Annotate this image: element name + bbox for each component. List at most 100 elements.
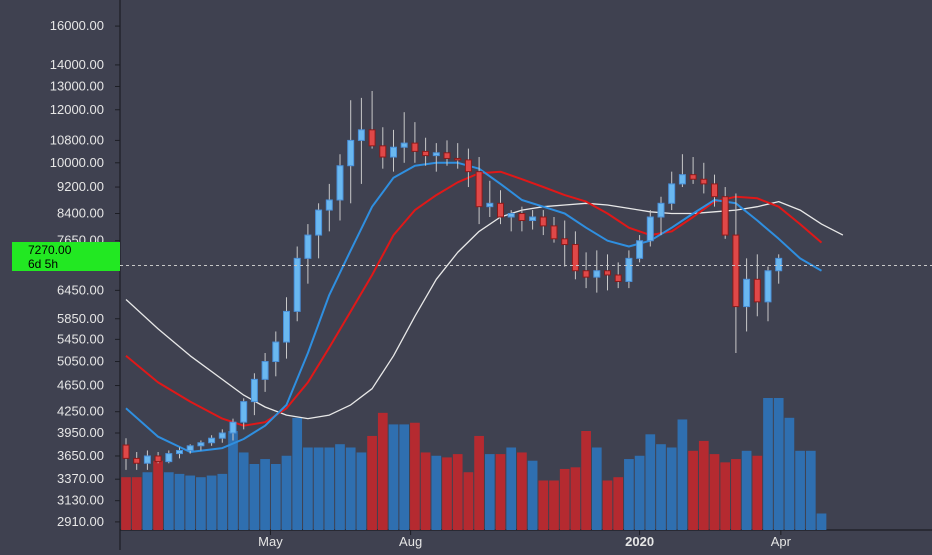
volume-bar [763, 398, 773, 530]
candle-body [476, 172, 482, 207]
volume-bar [517, 452, 527, 530]
candle-body [744, 279, 750, 306]
x-tick-label: Aug [399, 534, 422, 549]
current-price-value: 7270.00 [28, 243, 72, 257]
volume-bar [303, 448, 313, 531]
volume-bar [710, 454, 720, 530]
candle-body [155, 456, 161, 462]
candle-body [701, 179, 707, 184]
y-tick-label: 9200.00 [57, 179, 104, 194]
y-tick-label: 3130.00 [57, 493, 104, 508]
volume-bar [431, 456, 441, 530]
volume-bar [292, 418, 302, 530]
volume-bar [239, 452, 249, 530]
candle-body [433, 153, 439, 156]
candle-body [369, 130, 375, 146]
candle-body [284, 311, 290, 342]
candle-body [722, 197, 728, 235]
candle-body [123, 445, 129, 458]
volume-bar [175, 474, 185, 530]
candle-body [754, 279, 760, 302]
volume-bar [656, 444, 666, 530]
candle-body [487, 203, 493, 206]
candle-body [401, 143, 407, 147]
y-tick-label: 16000.00 [50, 18, 104, 33]
candle-body [358, 130, 364, 141]
candle-body [669, 184, 675, 203]
volume-bar [635, 456, 645, 530]
volume-bar [217, 474, 227, 530]
volume-bar [496, 454, 506, 530]
volume-bar [367, 436, 377, 530]
volume-bar [143, 472, 153, 530]
candle-body [262, 362, 268, 380]
volume-bar [271, 464, 281, 530]
volume-bar [464, 472, 474, 530]
candle-body [690, 175, 696, 180]
candle-body [508, 214, 514, 217]
candle-body [166, 454, 172, 462]
candle-body [712, 184, 718, 197]
candle-body [551, 226, 557, 239]
candle-body [615, 275, 621, 281]
candle-body [348, 140, 354, 165]
candle-body [380, 146, 386, 157]
candle-body [251, 379, 257, 401]
volume-bar [357, 452, 367, 530]
y-tick-label: 3650.00 [57, 448, 104, 463]
candle-body [530, 217, 536, 221]
volume-bar [613, 477, 623, 530]
candle-body [733, 235, 739, 307]
volume-bar [207, 476, 217, 530]
candle-body [305, 235, 311, 258]
candle-body [337, 166, 343, 200]
candle-body [187, 446, 193, 451]
volume-bar [678, 419, 688, 530]
candle-body [177, 450, 183, 453]
volume-bar [260, 459, 270, 530]
candle-body [776, 258, 782, 270]
volume-bar [806, 451, 816, 530]
countdown-value: 6d 5h [28, 257, 58, 271]
candle-body [605, 271, 611, 275]
candle-body [658, 203, 664, 217]
candle-body [455, 158, 461, 160]
volume-bar [624, 459, 634, 530]
volume-bar [132, 477, 142, 530]
y-tick-label: 2910.00 [57, 514, 104, 529]
volume-bar [581, 431, 591, 530]
candle-body [273, 342, 279, 361]
y-tick-label: 3950.00 [57, 425, 104, 440]
y-tick-label: 6450.00 [57, 282, 104, 297]
volume-bar [410, 423, 420, 530]
volume-bar [282, 456, 292, 530]
volume-bar [324, 448, 334, 531]
volume-bar [699, 441, 709, 530]
candle-body [316, 210, 322, 235]
x-tick-label: 2020 [625, 534, 654, 549]
candle-body [594, 271, 600, 277]
candle-body [498, 203, 504, 217]
volume-bar [817, 514, 827, 531]
y-tick-label: 5850.00 [57, 311, 104, 326]
volume-bar [250, 464, 260, 530]
candle-body [219, 433, 225, 438]
y-tick-label: 5050.00 [57, 354, 104, 369]
volume-bar [795, 451, 805, 530]
y-tick-label: 3370.00 [57, 471, 104, 486]
volume-bar [442, 457, 452, 530]
candle-body [230, 422, 236, 433]
volume-bar [378, 413, 388, 530]
candle-body [637, 241, 643, 259]
candle-body [391, 147, 397, 157]
volume-bar [549, 481, 559, 531]
volume-bar [742, 451, 752, 530]
volume-bar [528, 461, 538, 530]
candle-body [294, 258, 300, 311]
volume-bar [688, 451, 698, 530]
volume-bar [560, 469, 570, 530]
y-tick-label: 4250.00 [57, 404, 104, 419]
volume-bar [592, 448, 602, 531]
